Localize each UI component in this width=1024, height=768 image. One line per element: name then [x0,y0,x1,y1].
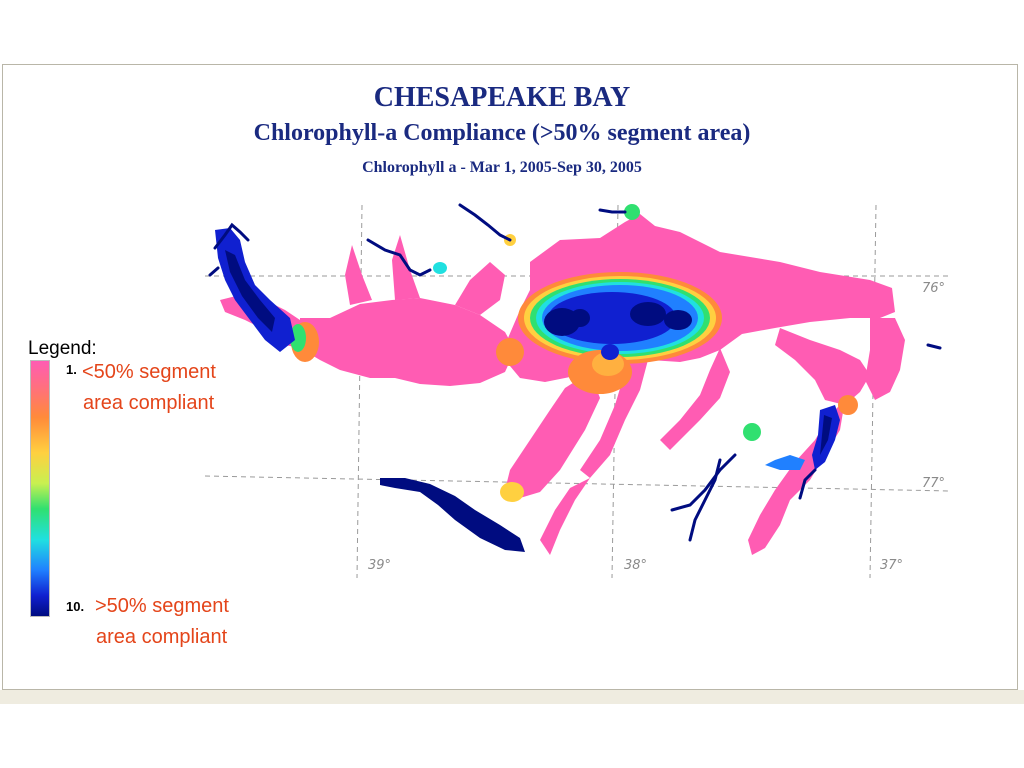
legend-low-label: <50% segment area compliant [82,357,216,419]
map-subtitle: Chlorophyll-a Compliance (>50% segment a… [253,120,751,146]
bay-water [220,214,905,555]
legend-low-label-line1: <50% segment [82,361,216,383]
date-range: Chlorophyll a - Mar 1, 2005-Sep 30, 2005 [362,159,642,176]
compliant-zones [215,228,840,552]
legend-low-tick: 1. [66,362,77,377]
grid-line-39 [356,204,363,579]
legend-high-label-line2: area compliant [96,626,228,648]
grid-label-77: 77° [922,476,945,491]
legend-color-scale [30,360,50,617]
grid-line-37 [869,204,877,579]
rivers [208,203,942,542]
legend-high-label-line1: >50% segment [95,595,229,617]
grid-label-37: 37° [880,558,903,573]
slide-bottom-bar [0,690,1024,704]
legend-high-label: >50% segment area compliant [95,591,229,653]
grid-line-77 [204,475,951,492]
grid-label-39: 39° [368,558,391,573]
map-title: CHESAPEAKE BAY [373,82,631,113]
grid-line-38 [611,204,619,579]
grid-label-76: 76° [922,281,945,296]
legend-title: Legend: [28,338,97,359]
grid-label-38: 38° [624,558,647,573]
legend-low-label-line2: area compliant [83,392,215,414]
legend-high-tick: 10. [66,599,85,614]
